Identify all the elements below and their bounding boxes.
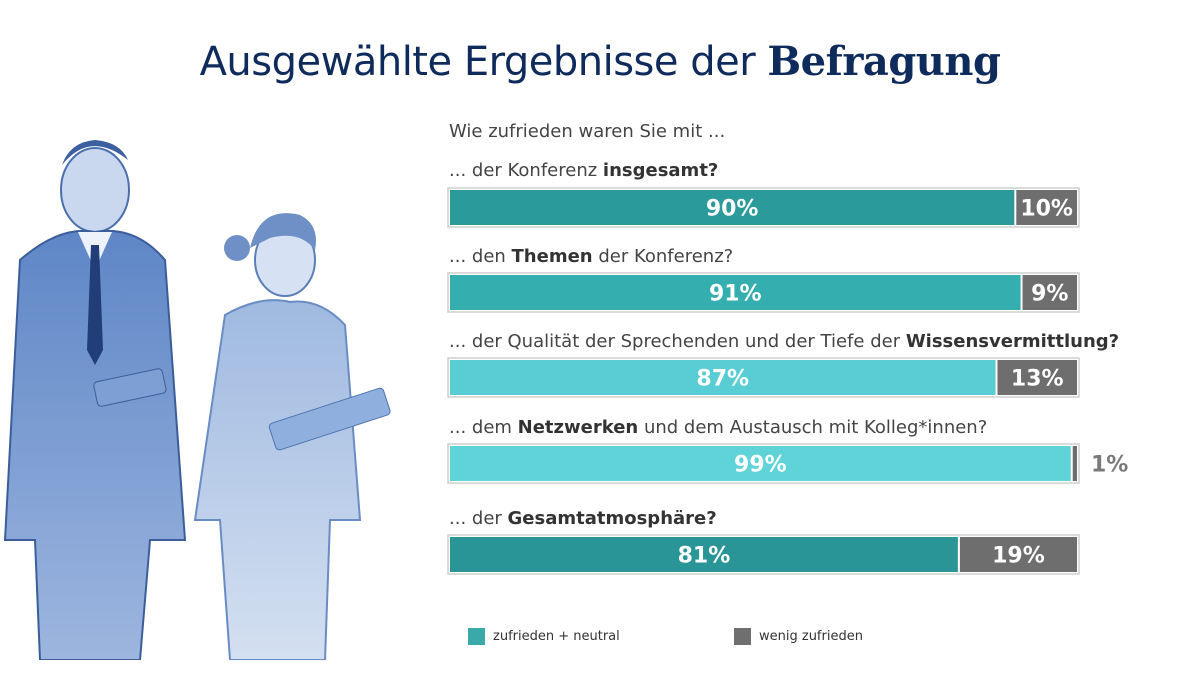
bar-frame: [447, 357, 1080, 398]
bar-value-satisfied: 90%: [706, 197, 759, 222]
bar-label-2: ... den Themen der Konferenz?: [449, 246, 734, 267]
bar-label-5: ... der Gesamtatmosphäre?: [449, 508, 717, 529]
legend-label-satisfied: zufrieden + neutral: [493, 629, 620, 644]
bar-frame: [447, 443, 1080, 484]
bar-dissatisfied: [1016, 190, 1077, 225]
bar-value-satisfied: 91%: [709, 282, 762, 307]
title-bold: Befragung: [767, 38, 1001, 85]
bar-dissatisfied: [959, 537, 1077, 572]
bar-value-dissatisfied: 13%: [1011, 367, 1064, 392]
bar-satisfied: [450, 190, 1015, 225]
business-people-illustration: [3, 140, 391, 660]
bar-value-satisfied: 81%: [678, 544, 731, 569]
bar-label-1: ... der Konferenz insgesamt?: [449, 160, 719, 181]
page-title: Ausgewählte Ergebnisse der Befragung: [0, 38, 1200, 85]
bar-frame: [447, 187, 1080, 228]
bar-dissatisfied: [1022, 275, 1077, 310]
legend-swatch-dissatisfied: [734, 628, 751, 645]
bar-satisfied: [450, 446, 1071, 481]
title-regular: Ausgewählte Ergebnisse der: [199, 39, 756, 85]
bar-value-satisfied: 99%: [734, 453, 787, 478]
legend-satisfied: zufrieden + neutral: [468, 628, 620, 645]
bar-value-dissatisfied: 10%: [1020, 197, 1073, 222]
bar-satisfied: [450, 360, 996, 395]
legend-dissatisfied: wenig zufrieden: [734, 628, 863, 645]
legend-label-dissatisfied: wenig zufrieden: [759, 629, 863, 644]
bar-label-3: ... der Qualität der Sprechenden und der…: [449, 331, 1120, 352]
bar-frame: [447, 534, 1080, 575]
bar-value-dissatisfied: 1%: [1091, 453, 1128, 478]
bar-frame: [447, 272, 1080, 313]
bar-label-4: ... dem Netzwerken und dem Austausch mit…: [449, 417, 988, 438]
bar-dissatisfied: [1072, 446, 1077, 481]
legend-swatch-satisfied: [468, 628, 485, 645]
bar-dissatisfied: [997, 360, 1077, 395]
survey-question: Wie zufrieden waren Sie mit ...: [449, 121, 726, 142]
stacked-bar-chart: 90% 10% 91% 9% 87% 13% 99% 1% 81% 19%: [447, 187, 1128, 575]
bar-value-dissatisfied: 9%: [1031, 282, 1068, 307]
bar-satisfied: [450, 275, 1021, 310]
bar-satisfied: [450, 537, 958, 572]
bar-value-satisfied: 87%: [696, 367, 749, 392]
bar-value-dissatisfied: 19%: [992, 544, 1045, 569]
